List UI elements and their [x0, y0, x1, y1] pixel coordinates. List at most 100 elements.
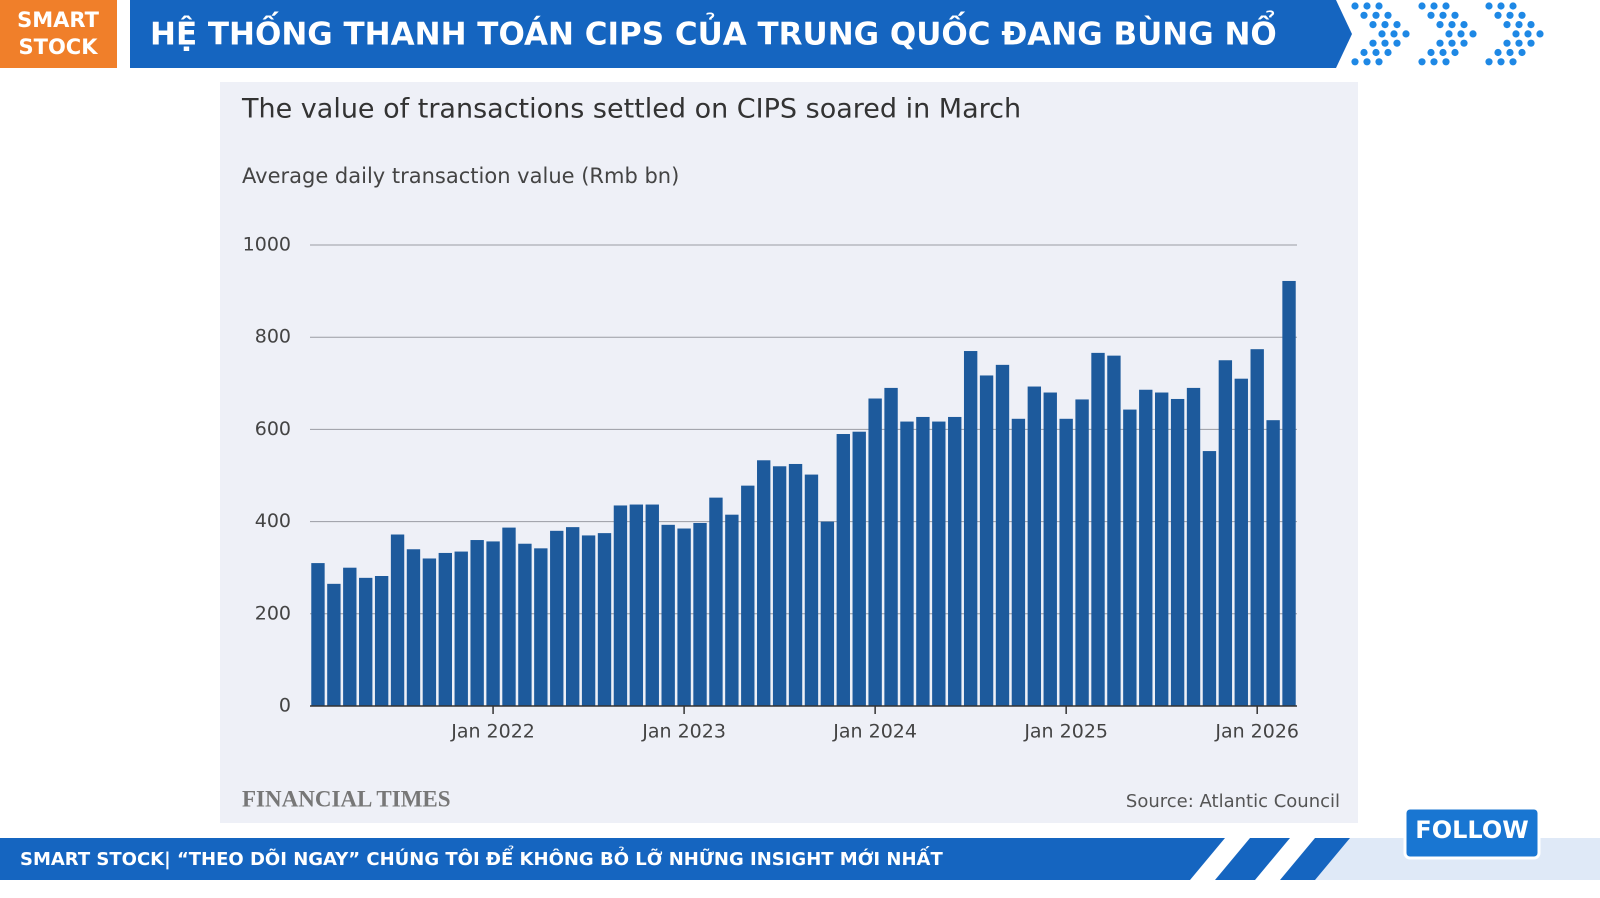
bar: [1202, 451, 1217, 706]
chevron-dot: [1378, 30, 1386, 38]
chevron-dot: [1369, 39, 1377, 47]
chevron-dot: [1485, 2, 1493, 10]
y-tick-label: 800: [255, 326, 291, 348]
header-bar: [130, 0, 1352, 68]
chevron-dot: [1503, 39, 1511, 47]
y-tick-label: 0: [279, 695, 291, 717]
bar: [1266, 420, 1280, 706]
bar: [518, 543, 532, 706]
bar: [645, 504, 659, 706]
chevron-dot: [1497, 2, 1505, 10]
bar: [597, 533, 612, 706]
bar: [550, 530, 564, 706]
chevron-dot: [1448, 39, 1456, 47]
chevron-dot: [1436, 21, 1444, 29]
x-tick-label: Jan 2026: [1214, 721, 1299, 743]
chevron-dot: [1527, 39, 1535, 47]
chevron-dot: [1363, 2, 1371, 10]
bar: [948, 416, 962, 706]
logo-box: [0, 0, 117, 68]
bar: [438, 552, 453, 706]
chevron-dot: [1439, 48, 1447, 57]
bar: [422, 558, 437, 706]
bar: [1154, 392, 1169, 706]
chevrons: [1351, 2, 1544, 66]
footer-stripe: [1255, 838, 1315, 880]
chevron-dot: [1485, 58, 1493, 66]
chevron-dot: [1436, 39, 1444, 47]
chevron-dot: [1360, 11, 1368, 19]
bar: [772, 466, 787, 706]
chevron-dot: [1494, 11, 1502, 19]
chevron-dot: [1506, 48, 1514, 57]
x-tick-label: Jan 2024: [832, 721, 917, 743]
follow-button[interactable]: [1403, 806, 1541, 860]
bar: [884, 387, 898, 706]
bar: [916, 416, 930, 706]
bar: [868, 398, 882, 706]
bar: [804, 474, 819, 706]
x-tick-label: Jan 2022: [450, 721, 535, 743]
chevron-dot: [1448, 21, 1456, 29]
bar: [486, 541, 500, 706]
chevron-dot: [1363, 58, 1371, 66]
bar: [1218, 360, 1233, 706]
chevron-dot: [1372, 11, 1380, 19]
bar: [757, 460, 771, 706]
chevron-dot: [1518, 48, 1526, 57]
bar: [454, 551, 468, 706]
bar: [470, 540, 484, 706]
chevron-dot: [1536, 30, 1544, 38]
chart-title: The value of transactions settled on CIP…: [241, 94, 1021, 125]
chevron-dot: [1524, 30, 1532, 38]
y-tick-label: 200: [255, 602, 291, 624]
logo-text: STOCK: [19, 35, 99, 59]
chevron-dot: [1503, 21, 1511, 29]
chevron-dot: [1381, 39, 1389, 47]
chevron-dot: [1442, 58, 1450, 66]
bar: [374, 575, 389, 706]
chevron-dot: [1430, 58, 1438, 66]
bar: [1282, 280, 1296, 706]
bar: [836, 434, 850, 706]
bar: [852, 431, 866, 706]
y-tick-label: 400: [255, 510, 291, 532]
footer-text: SMART STOCK| “THEO DÕI NGAY” CHÚNG TÔI Đ…: [20, 845, 943, 870]
follow-label[interactable]: FOLLOW: [1415, 816, 1528, 844]
chevron-dot: [1515, 39, 1523, 47]
bar: [709, 497, 723, 706]
footer-stripe: [1190, 838, 1250, 880]
chevron-dot: [1393, 39, 1401, 47]
bar: [995, 364, 1010, 706]
bar: [327, 583, 341, 706]
bar: [820, 521, 835, 706]
bar: [390, 534, 405, 706]
chevron-dot: [1527, 21, 1535, 29]
bar: [359, 577, 373, 706]
y-tick-label: 600: [255, 418, 291, 440]
logo-text: SMART: [17, 8, 100, 32]
bar: [613, 505, 628, 706]
chevron-dot: [1390, 30, 1398, 38]
bar: [1139, 389, 1153, 706]
chevron-dot: [1515, 21, 1523, 29]
bar: [311, 563, 325, 706]
chevron-dot: [1369, 21, 1377, 29]
bar: [1043, 392, 1057, 706]
bar: [900, 421, 914, 706]
bar: [661, 524, 675, 706]
chevron-dot: [1442, 2, 1450, 10]
chevron-dot: [1512, 30, 1520, 38]
chevron-dot: [1360, 48, 1368, 57]
x-tick-label: Jan 2025: [1023, 721, 1108, 743]
chevron-dot: [1427, 48, 1435, 57]
bar: [741, 485, 755, 706]
bar: [1059, 418, 1073, 706]
bar: [406, 549, 421, 706]
bar: [1075, 399, 1089, 706]
chevron-dot: [1494, 48, 1502, 57]
bar: [581, 535, 596, 706]
chevron-dot: [1445, 30, 1453, 38]
chevron-dot: [1497, 58, 1505, 66]
